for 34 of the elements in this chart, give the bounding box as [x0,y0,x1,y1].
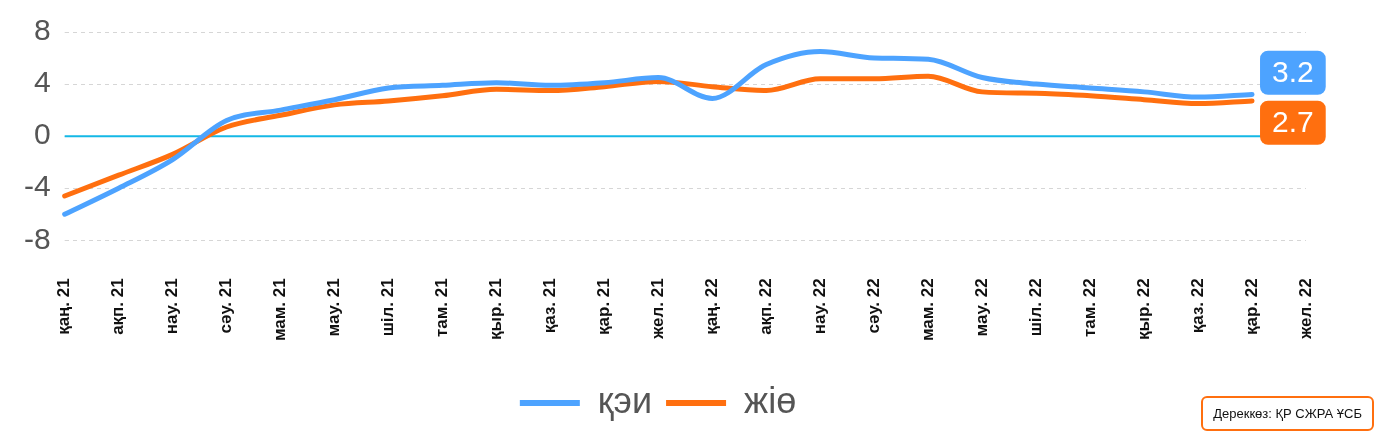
x-tick-label: сәу. 22 [863,278,883,334]
data-label: 3.2 [1272,55,1314,88]
text: Дереккөз: ҚР СЖРА ҰСБ [1201,396,1374,431]
x-tick-label: там. 21 [432,278,452,337]
x-tick-label: қаң. 21 [54,278,74,335]
x-tick-label: мау. 22 [971,278,991,337]
x-tick-label: жел. 22 [1295,278,1315,340]
x-tick-label: мам. 21 [270,278,290,342]
y-tick-label: 8 [33,13,51,47]
x-tick-label: сәу. 21 [216,278,236,334]
x-tick-label: қаң. 22 [702,278,722,335]
legend-label: жіө [744,379,797,421]
x-tick-label: қыр. 22 [1133,278,1153,341]
x-tick-label: қыр. 21 [486,278,506,341]
x-tick-label: ақп. 22 [755,278,775,335]
data-label: 2.7 [1272,105,1314,138]
x-tick-label: қаз. 22 [1187,278,1207,334]
x-tick-label: нау. 21 [162,278,182,335]
y-tick-label: -8 [23,221,51,255]
y-tick-label: 4 [33,65,51,99]
x-tick-label: там. 22 [1079,278,1099,337]
x-tick-label: шіл. 21 [378,278,398,337]
x-tick-label: қар. 21 [594,278,614,335]
x-tick-label: нау. 22 [809,278,829,335]
x-tick-label: қаз. 21 [540,278,560,334]
x-tick-label: мау. 21 [324,278,344,337]
x-tick-label: жел. 21 [648,278,668,340]
legend-label: қэи [597,379,653,421]
x-tick-label: ақп. 21 [108,278,128,335]
y-tick-label: -4 [23,169,51,203]
x-tick-label: мам. 22 [917,278,937,342]
x-tick-label: шіл. 22 [1025,278,1045,337]
x-tick-label: қар. 22 [1241,278,1261,335]
y-tick-label: 0 [33,117,51,151]
